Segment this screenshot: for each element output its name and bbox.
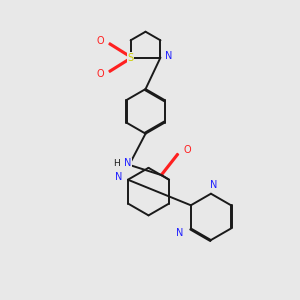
Text: N: N (165, 51, 172, 61)
Text: N: N (176, 228, 183, 238)
Text: N: N (210, 180, 217, 190)
Text: O: O (97, 36, 104, 46)
Text: N: N (115, 172, 123, 182)
Text: H: H (113, 159, 120, 168)
Text: O: O (184, 145, 192, 155)
Text: N: N (124, 158, 131, 168)
Text: S: S (128, 52, 134, 63)
Text: O: O (97, 69, 104, 79)
